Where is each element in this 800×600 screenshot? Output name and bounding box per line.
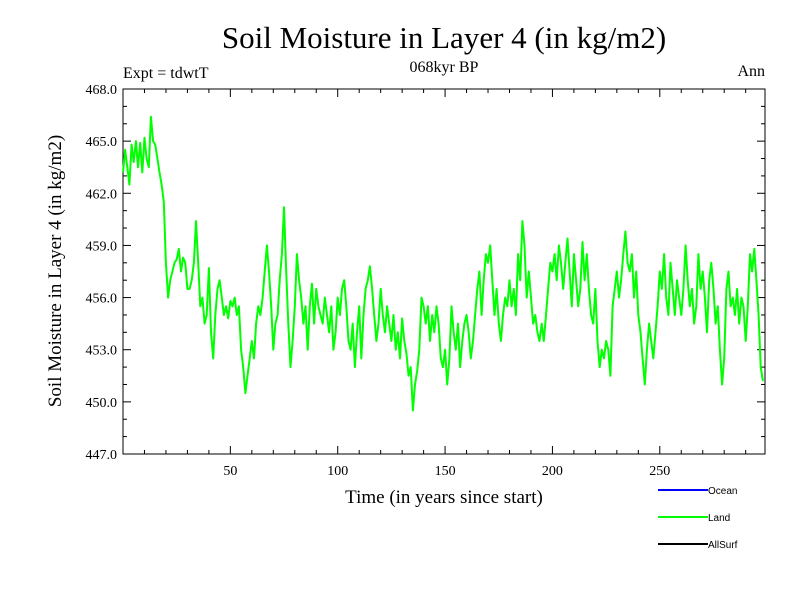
chart-title: Soil Moisture in Layer 4 (in kg/m2) [222, 20, 666, 55]
y-tick-label: 462.0 [86, 187, 118, 202]
x-tick-label: 250 [649, 464, 670, 479]
axis-ticks [123, 88, 765, 455]
series-layer [122, 115, 764, 412]
legend-label-ocean: Ocean [708, 486, 737, 497]
y-tick-label: 468.0 [86, 83, 118, 98]
x-tick-label: 100 [327, 464, 348, 479]
legend-label-land: Land [708, 513, 730, 524]
x-tick-label: 200 [542, 464, 563, 479]
y-tick-label: 456.0 [86, 292, 118, 307]
y-tick-label: 447.0 [86, 448, 118, 463]
x-axis-label: Time (in years since start) [345, 487, 543, 508]
y-tick-label: 465.0 [86, 135, 118, 150]
y-tick-label: 453.0 [86, 344, 118, 359]
y-tick-label: 459.0 [86, 239, 118, 254]
plot-frame [122, 88, 766, 455]
y-axis-label: Soil Moisture in Layer 4 (in kg/m2) [45, 135, 66, 407]
legend: Ocean Land AllSurf [658, 486, 738, 551]
chart-subtitle: 068kyr BP [410, 59, 479, 76]
x-tick-label: 150 [435, 464, 456, 479]
x-tick-label: 50 [223, 464, 237, 479]
legend-label-allsurf: AllSurf [708, 540, 738, 551]
series-line-land [122, 115, 764, 412]
axis-tick-labels: 447.0 450.0 453.0 456.0 459.0 462.0 465.0 468.0… [86, 83, 671, 479]
season-label: Ann [737, 63, 765, 80]
y-tick-label: 450.0 [86, 396, 118, 411]
experiment-label: Expt = tdwtT [123, 65, 209, 82]
